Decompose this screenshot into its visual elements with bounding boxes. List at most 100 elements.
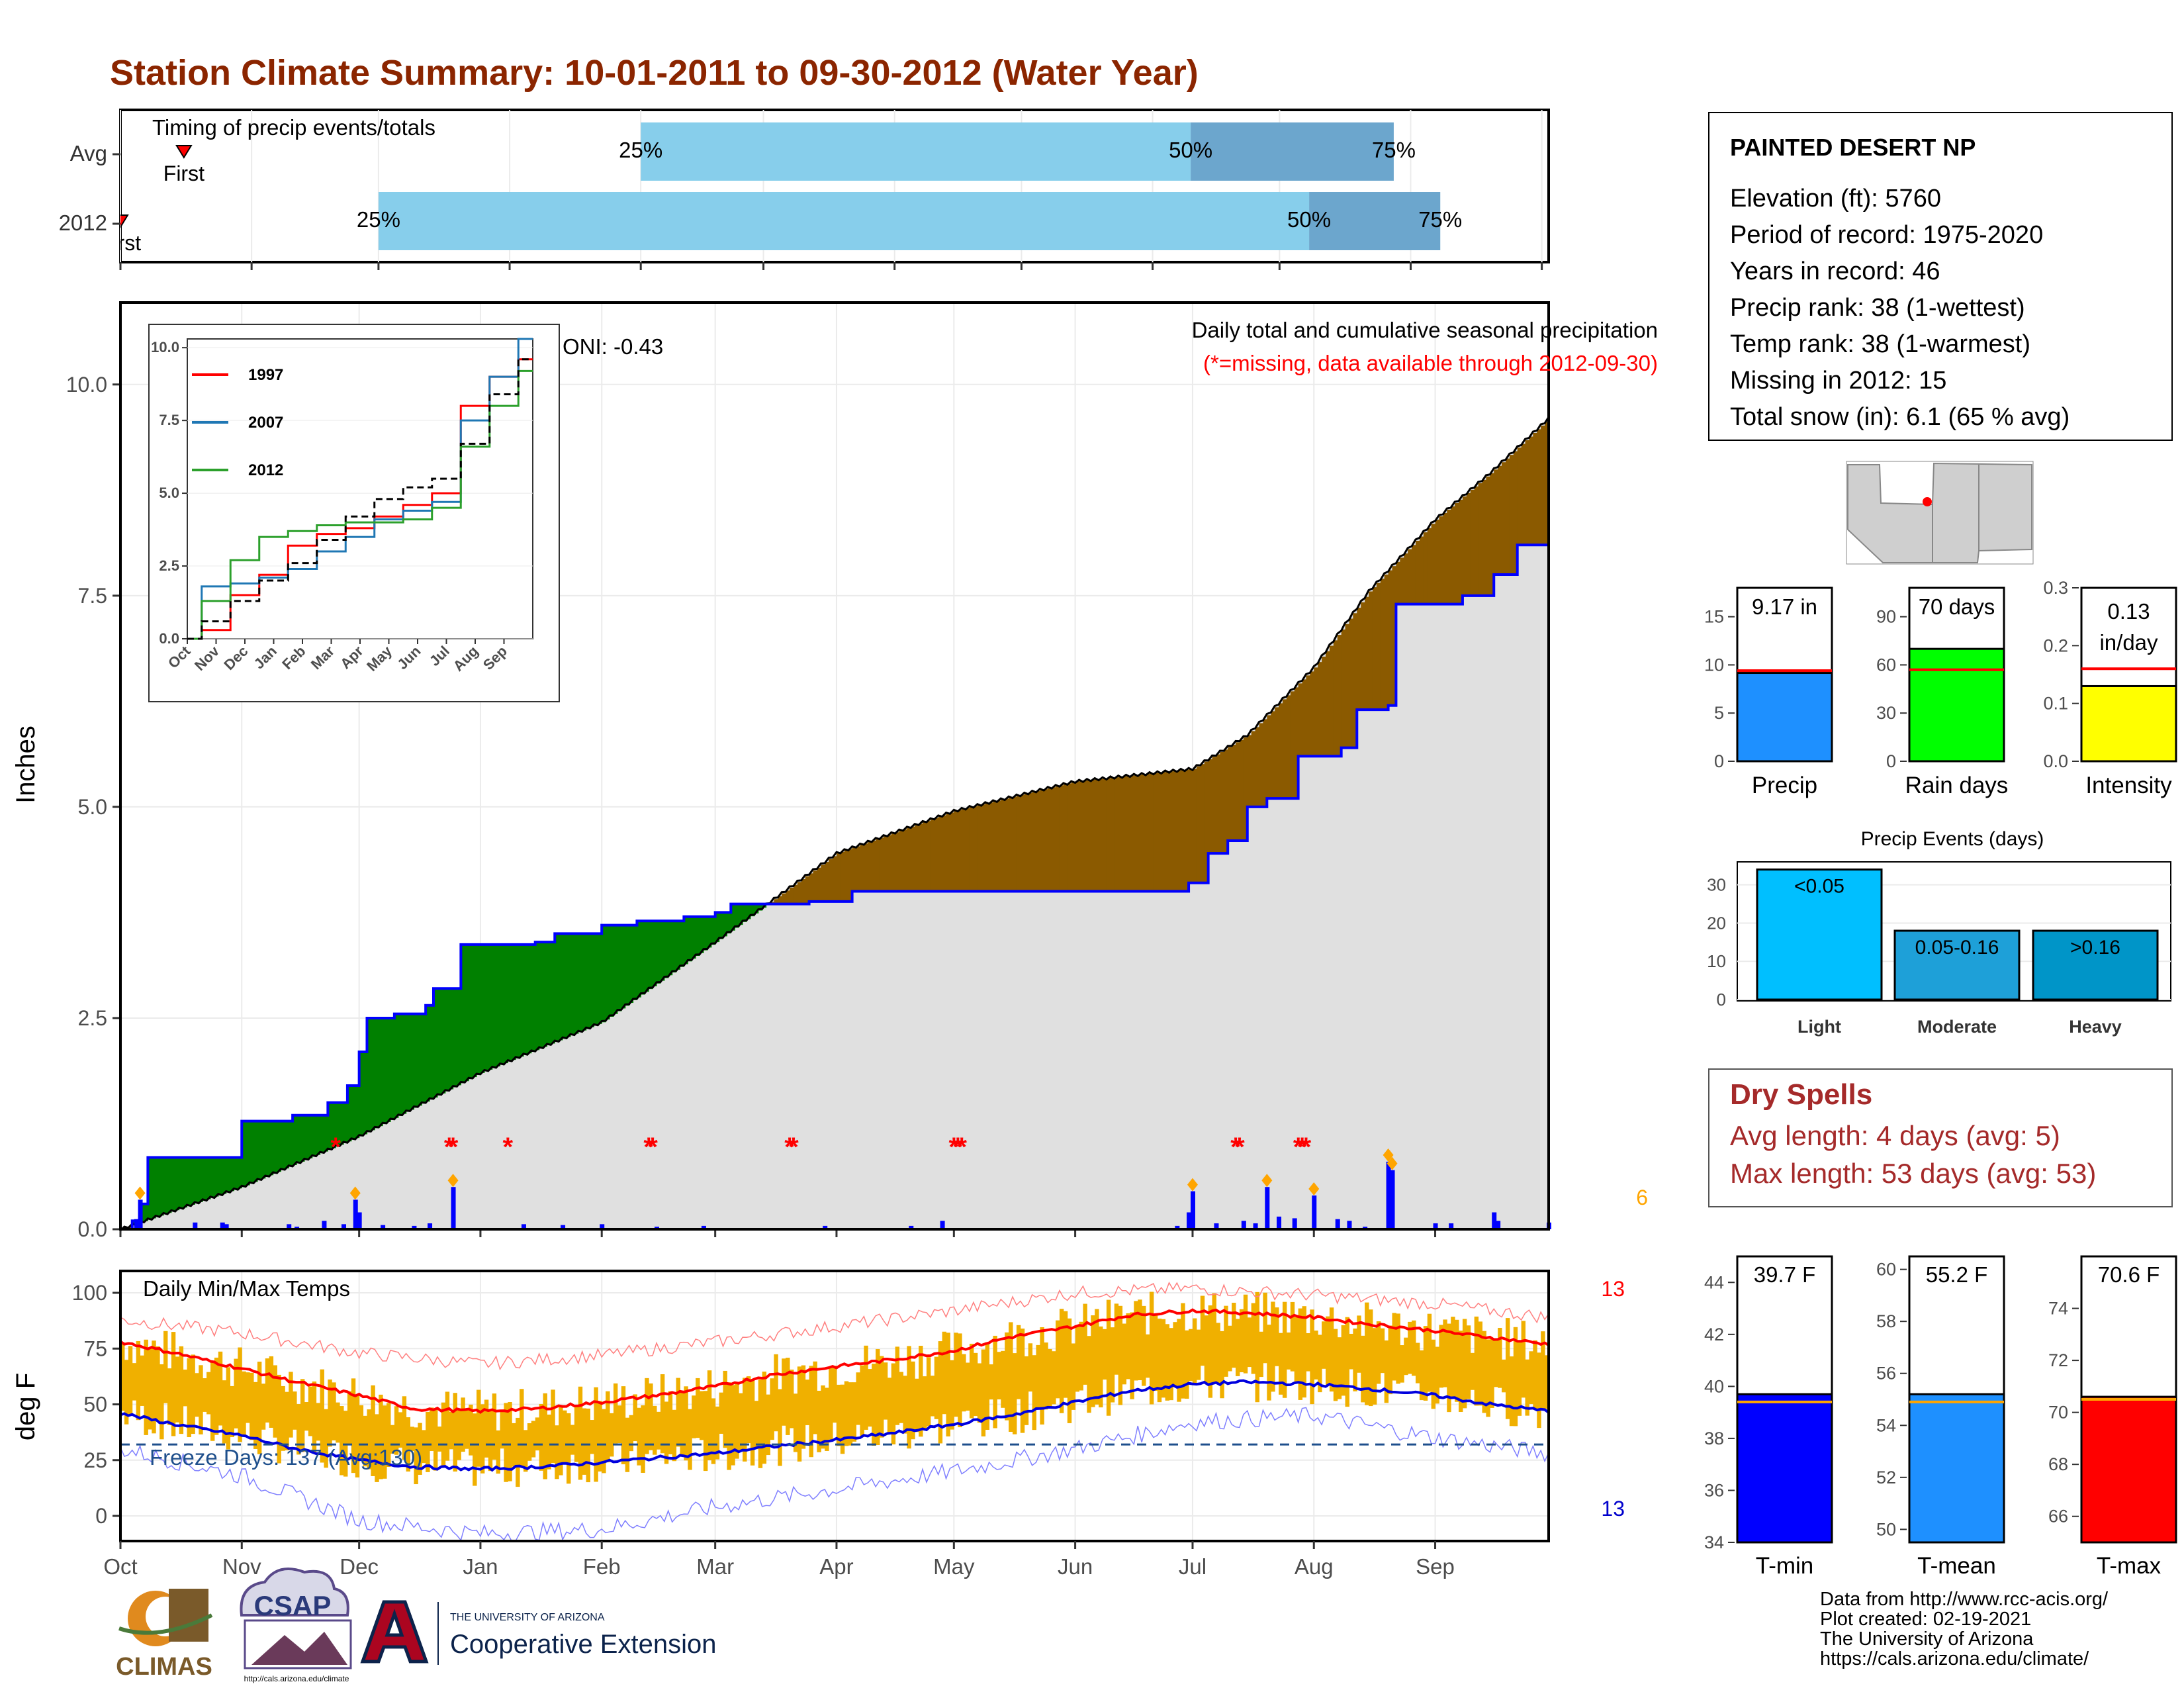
departure-segment [359,1052,364,1137]
credit-line-0: Data from http://www.rcc-acis.org/ [1820,1589,2109,1610]
daily-temp-range-bar [1044,1342,1048,1410]
missing-day-marker: * [784,1133,795,1162]
daily-temp-range-bar [320,1369,324,1463]
departure-segment [723,912,728,937]
departure-segment [1474,486,1479,596]
departure-segment [1001,799,1005,892]
daily-temp-range-bar [1439,1325,1443,1388]
daily-temp-range-bar [1118,1305,1123,1405]
daily-temp-range-bar [1185,1330,1189,1399]
daily-temp-range-bar [1396,1313,1400,1384]
departure-segment [1228,747,1232,841]
departure-segment [144,1203,148,1221]
departure-segment [1349,618,1353,748]
daily-temp-range-bar [1302,1306,1306,1398]
temp-bar-ytick-label: 34 [1704,1532,1724,1552]
departure-segment [1357,608,1361,710]
departure-segment [1036,791,1040,892]
daily-precip-bar [220,1222,225,1229]
daily-temp-range-bar [950,1360,954,1430]
departure-segment [610,925,614,1017]
daily-temp-range-bar [1032,1355,1036,1430]
daily-temp-range-bar [942,1331,947,1415]
departure-segment [320,1115,325,1154]
departure-segment [504,944,508,1064]
departure-segment [1521,444,1526,545]
timing-label-50: 50% [1169,138,1212,162]
daily-temp-range-bar [1372,1328,1377,1405]
daily-temp-range-bar [1196,1329,1201,1380]
daily-temp-range-bar [1455,1319,1459,1402]
daily-precip-bar [909,1225,914,1229]
departure-segment [567,933,571,1037]
precip-ylabel: Inches [11,726,40,804]
daily-temp-range-bar [308,1386,313,1436]
departure-segment [269,1121,274,1176]
first-label: First [100,231,141,255]
inset-ytick-label: 7.5 [159,412,179,428]
daily-precip-bar [1253,1223,1258,1229]
daily-temp-range-bar [1376,1321,1381,1384]
temp-bar-ytick-label: 38 [1704,1429,1724,1448]
daily-precip-bar [451,1187,456,1229]
daily-temp-range-bar [1541,1331,1545,1411]
departure-segment [645,921,649,992]
daily-temp-range-bar [762,1372,767,1464]
departure-segment [1376,583,1381,710]
daily-temp-range-bar [934,1356,939,1419]
summary-bar-value-label: 70 days [1919,594,1995,619]
daily-temp-range-bar [520,1389,524,1467]
departure-segment [469,944,473,1080]
daily-temp-range-bar [1142,1305,1146,1386]
departure-segment [473,944,477,1078]
departure-segment [1427,528,1432,604]
summary-bar-value [2080,684,2177,763]
departure-segment [848,849,853,902]
daily-temp-range-bar [1020,1329,1025,1433]
missing-day-marker: * [952,1133,963,1162]
events-ytick-label: 10 [1707,951,1726,971]
departure-segment [946,814,951,892]
daily-temp-range-bar [156,1346,160,1421]
daily-temp-range-bar [484,1399,489,1458]
daily-temp-range-bar [1126,1313,1130,1380]
departure-segment [926,821,931,892]
missing-day-marker: * [1301,1133,1312,1162]
daily-temp-range-bar [340,1406,344,1476]
daily-temp-range-bar [703,1391,708,1472]
departure-segment [183,1157,188,1208]
daily-temp-range-bar [840,1384,845,1454]
daily-temp-range-bar [856,1372,860,1425]
departure-segment [1236,742,1240,841]
record-min-line [120,1407,1549,1541]
departure-segment [250,1121,254,1184]
daily-precip-bar [521,1224,526,1229]
departure-segment [171,1157,176,1212]
daily-temp-range-bar [836,1384,841,1446]
daily-temp-range-bar [594,1387,598,1482]
departure-segment [1537,429,1541,545]
daily-temp-range-bar [1325,1316,1330,1385]
summary-bar-value-unit: in/day [2099,630,2158,655]
daily-temp-range-bar [833,1366,837,1423]
temp-bar-ytick-label: 74 [2048,1299,2068,1319]
departure-segment [938,816,943,892]
daily-temp-range-bar [977,1363,982,1423]
daily-temp-range-bar [1083,1303,1087,1385]
daily-temp-range-bar [805,1380,810,1425]
month-xtick-label: Oct [103,1554,137,1579]
daily-temp-range-bar [1220,1331,1224,1399]
daily-temp-range-bar [723,1370,727,1448]
temp-panel: 0 25 50 75 100 Daily Min/Max Temps Freeze Da… [11,1270,1625,1579]
daily-temp-range-bar [547,1414,551,1470]
precip-title: Daily total and cumulative seasonal prec… [1192,318,1658,342]
daily-temp-range-bar [1380,1328,1385,1374]
daily-temp-range-bar [567,1413,571,1484]
climas-logo-text: CLIMAS [116,1653,212,1681]
daily-temp-range-bar [848,1382,853,1446]
daily-temp-range-bar [1079,1321,1083,1391]
departure-segment [1157,773,1162,892]
departure-segment [465,944,469,1082]
departure-segment [508,944,512,1062]
daily-temp-range-bar [441,1402,446,1468]
